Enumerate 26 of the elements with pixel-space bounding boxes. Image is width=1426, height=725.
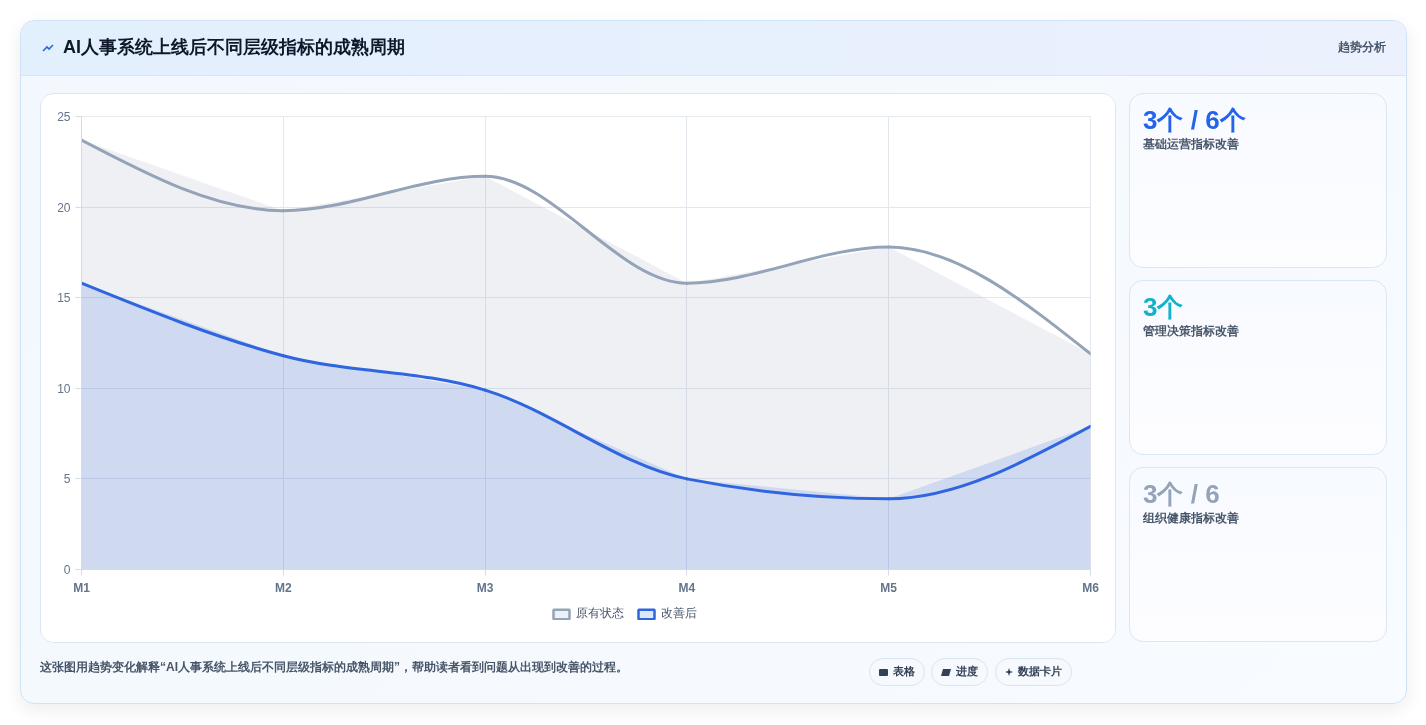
y-tick-label: 10 xyxy=(57,381,71,396)
x-tick-label: M3 xyxy=(476,580,494,595)
text: 3个 xyxy=(1143,291,1185,323)
legend-label: 改善后 xyxy=(660,605,697,622)
x-tick-label: M1 xyxy=(73,580,91,595)
x-tick-label: M5 xyxy=(880,580,898,595)
x-tick-label: M6 xyxy=(1082,580,1100,595)
text: 表格 xyxy=(893,664,915,680)
text: 管理决策指标改善 xyxy=(1143,323,1240,339)
x-tick-label: M4 xyxy=(678,580,696,595)
text: 这张图用趋势变化解释“AI人事系统上线后不同层级指标的成熟周期”，帮助读者看到问题从出现到改善的过程。 xyxy=(40,659,628,676)
text: 数据卡片 xyxy=(1018,664,1062,680)
text: 3个 / 6 xyxy=(1143,478,1221,510)
x-tick-label: M2 xyxy=(274,580,292,595)
text: 3个 / 6个 xyxy=(1143,104,1247,136)
text: 基础运营指标改善 xyxy=(1143,136,1240,152)
y-tick-label: 15 xyxy=(57,291,71,306)
y-tick-label: 5 xyxy=(63,472,71,487)
y-tick-label: 0 xyxy=(63,563,71,577)
chart-title: AI人事系统上线后不同层级指标的成熟周期 xyxy=(63,36,405,60)
legend-label: 原有状态 xyxy=(575,605,624,622)
y-tick-label: 20 xyxy=(57,200,71,215)
y-tick-label: 25 xyxy=(57,110,71,124)
text: 进度 xyxy=(956,664,978,680)
text: 趋势分析 xyxy=(1338,39,1386,57)
text: 组织健康指标改善 xyxy=(1143,510,1240,526)
